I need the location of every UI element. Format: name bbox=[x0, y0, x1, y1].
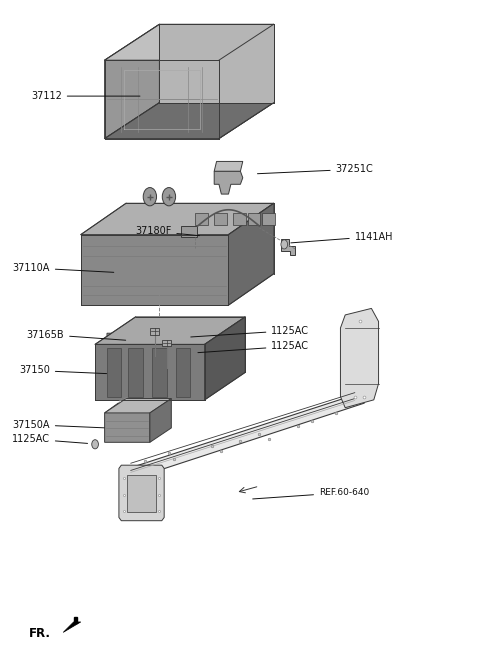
Text: 37150A: 37150A bbox=[12, 420, 104, 430]
Text: 37180F: 37180F bbox=[135, 226, 200, 236]
Polygon shape bbox=[150, 328, 159, 335]
Text: FR.: FR. bbox=[28, 627, 50, 640]
Bar bbox=[248, 213, 261, 225]
Polygon shape bbox=[129, 348, 143, 397]
Circle shape bbox=[143, 188, 156, 206]
Text: 1125AC: 1125AC bbox=[198, 341, 310, 353]
Text: 1125AC: 1125AC bbox=[12, 434, 87, 444]
Polygon shape bbox=[214, 171, 243, 194]
Text: REF.60-640: REF.60-640 bbox=[252, 488, 369, 499]
Polygon shape bbox=[105, 24, 159, 138]
Circle shape bbox=[281, 240, 288, 249]
Polygon shape bbox=[214, 161, 243, 171]
Polygon shape bbox=[219, 24, 274, 138]
Circle shape bbox=[162, 188, 176, 206]
Polygon shape bbox=[105, 102, 274, 138]
Polygon shape bbox=[152, 348, 167, 397]
Polygon shape bbox=[129, 390, 364, 480]
Bar bbox=[262, 213, 275, 225]
Text: 1141AH: 1141AH bbox=[291, 232, 393, 243]
Polygon shape bbox=[105, 403, 150, 442]
Polygon shape bbox=[107, 328, 176, 342]
Polygon shape bbox=[63, 622, 81, 632]
Polygon shape bbox=[150, 399, 171, 442]
Polygon shape bbox=[81, 235, 228, 305]
Polygon shape bbox=[127, 475, 156, 512]
Polygon shape bbox=[105, 399, 171, 413]
Bar bbox=[233, 213, 246, 225]
Polygon shape bbox=[105, 24, 274, 60]
Polygon shape bbox=[169, 328, 176, 342]
Polygon shape bbox=[81, 203, 274, 235]
Polygon shape bbox=[73, 617, 77, 623]
Polygon shape bbox=[228, 203, 274, 305]
Polygon shape bbox=[119, 465, 164, 521]
Polygon shape bbox=[162, 340, 171, 346]
Polygon shape bbox=[204, 317, 245, 400]
Text: 37110A: 37110A bbox=[12, 263, 114, 273]
Polygon shape bbox=[95, 344, 204, 400]
Polygon shape bbox=[181, 226, 197, 237]
Text: 37150: 37150 bbox=[19, 365, 107, 375]
Bar bbox=[214, 213, 227, 225]
Circle shape bbox=[92, 440, 98, 449]
Text: 1125AC: 1125AC bbox=[191, 325, 310, 337]
Polygon shape bbox=[107, 348, 121, 397]
Polygon shape bbox=[176, 348, 191, 397]
Text: 37251C: 37251C bbox=[257, 164, 373, 174]
Bar bbox=[195, 213, 208, 225]
Polygon shape bbox=[281, 239, 295, 255]
Text: 37112: 37112 bbox=[31, 91, 140, 101]
Polygon shape bbox=[340, 308, 379, 407]
Polygon shape bbox=[159, 24, 274, 102]
Text: 37165B: 37165B bbox=[26, 329, 126, 340]
Polygon shape bbox=[95, 317, 245, 344]
